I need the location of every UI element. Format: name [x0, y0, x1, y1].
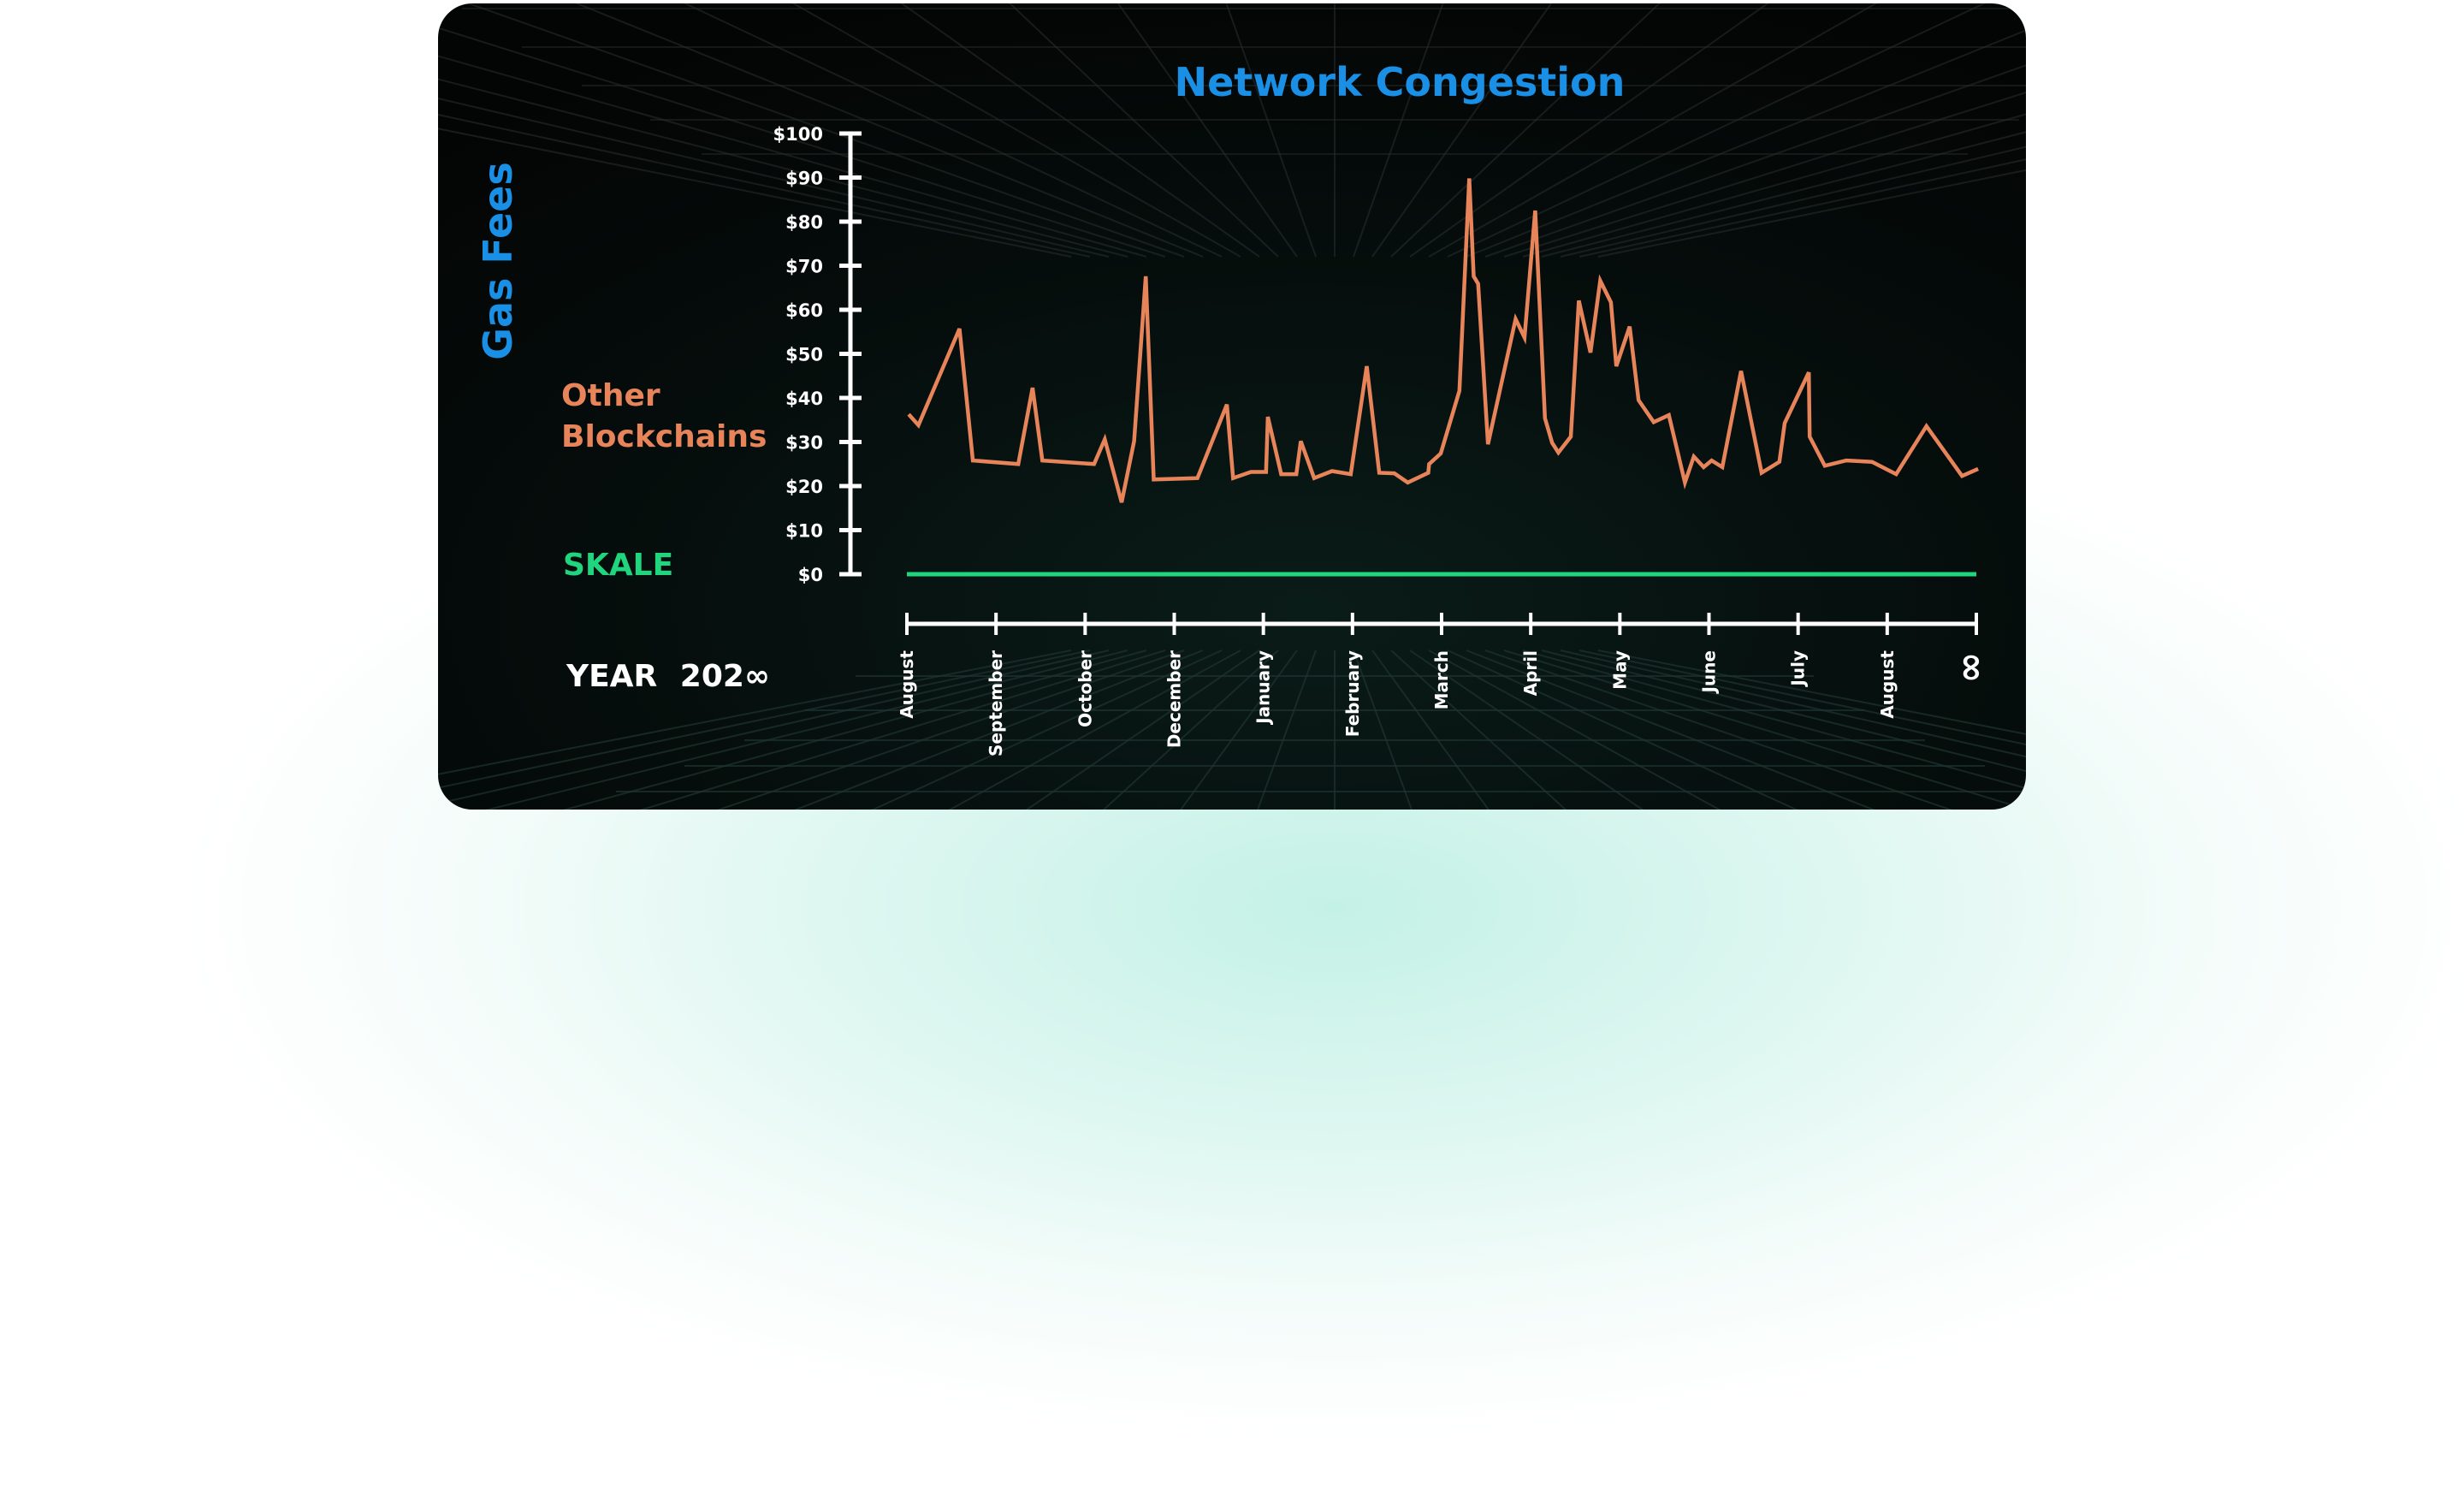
- x-tick-label: February: [1342, 650, 1363, 737]
- grid-line: [1597, 650, 2026, 810]
- grid-line: [438, 3, 1110, 258]
- y-tick-label: $60: [785, 300, 823, 321]
- legend-other-line1: Other: [561, 378, 660, 413]
- grid-line: [846, 650, 1223, 810]
- y-axis-label: Gas Fees: [475, 162, 521, 360]
- grid-line: [1597, 3, 2026, 258]
- grid-line: [684, 650, 1185, 810]
- x-tick-label: March: [1431, 650, 1452, 709]
- legend-other-blockchains: Other Blockchains: [561, 378, 767, 454]
- x-tick-label: December: [1164, 650, 1185, 748]
- x-tick-label: June: [1699, 650, 1720, 694]
- legend-other-line2: Blockchains: [561, 419, 767, 454]
- y-tick-label: $10: [785, 521, 823, 542]
- x-axis-label-year: 202: [680, 659, 744, 694]
- x-axis: August September October December January Feb…: [897, 613, 1992, 756]
- grid-line: [1541, 650, 2026, 810]
- grid-line: [1009, 650, 1260, 810]
- grid-line: [1390, 650, 1579, 810]
- x-tick-label: January: [1253, 650, 1274, 726]
- grid-line: [1560, 650, 2026, 810]
- grid-line: [438, 650, 1110, 810]
- x-tick-label: ∞: [1948, 652, 1992, 684]
- x-tick-label: May: [1609, 650, 1630, 690]
- grid-line: [1090, 650, 1279, 810]
- grid-line: [438, 3, 1128, 258]
- grid-line: [521, 650, 1147, 810]
- grid-line: [1484, 650, 1986, 810]
- grid-line: [1578, 650, 2026, 810]
- grid-line: [1578, 3, 2026, 258]
- grid-line: [1503, 650, 2026, 810]
- y-tick-label: $20: [785, 477, 823, 497]
- grid-line: [927, 650, 1241, 810]
- grid-line: [1466, 650, 1904, 810]
- infinity-glyph: ∞: [744, 659, 770, 694]
- grid-line: [1541, 3, 2026, 258]
- x-tick-label: July: [1788, 650, 1809, 688]
- x-axis-label: YEAR 202∞: [566, 659, 770, 694]
- grid-line: [1560, 3, 2026, 258]
- grid-line: [438, 650, 1072, 810]
- series-layer: [907, 178, 1980, 577]
- x-tick-label: August: [897, 650, 917, 719]
- x-tick-label: October: [1075, 650, 1095, 727]
- grid-line: [1353, 650, 1417, 810]
- y-tick-label: $40: [785, 389, 823, 409]
- grid-line: [438, 3, 1072, 258]
- x-tick-label: April: [1520, 650, 1541, 696]
- y-tick-label: $100: [773, 124, 823, 145]
- x-axis-label-prefix: YEAR: [566, 659, 657, 694]
- y-tick-label: $50: [785, 345, 823, 365]
- x-tick-label: September: [986, 650, 1006, 756]
- grid-line: [1428, 650, 1742, 810]
- y-tick-label: $80: [785, 212, 823, 233]
- grid-line: [1371, 650, 1498, 810]
- y-tick-label: $30: [785, 433, 823, 454]
- grid-line: [1253, 650, 1317, 810]
- grid-line: [765, 650, 1204, 810]
- grid-line: [1409, 650, 1661, 810]
- grid-line: [438, 3, 1091, 258]
- x-tick-label: August: [1877, 650, 1898, 719]
- y-tick-label: $90: [785, 169, 823, 189]
- grid-line: [1447, 650, 1823, 810]
- grid-line: [602, 650, 1166, 810]
- legend-skale: SKALE: [563, 548, 673, 583]
- chart-title: Network Congestion: [1175, 59, 1626, 105]
- grid-line: [440, 650, 1128, 810]
- y-tick-label: $70: [785, 257, 823, 277]
- grid-line: [1171, 650, 1298, 810]
- y-axis: $0 $10 $20 $30 $40 $50 $60 $70 $80 $90 $100: [773, 124, 862, 585]
- grid-line: [438, 650, 1091, 810]
- y-tick-label: $0: [798, 565, 823, 585]
- grid-line: [1522, 650, 2026, 810]
- perspective-grid: [438, 3, 2026, 810]
